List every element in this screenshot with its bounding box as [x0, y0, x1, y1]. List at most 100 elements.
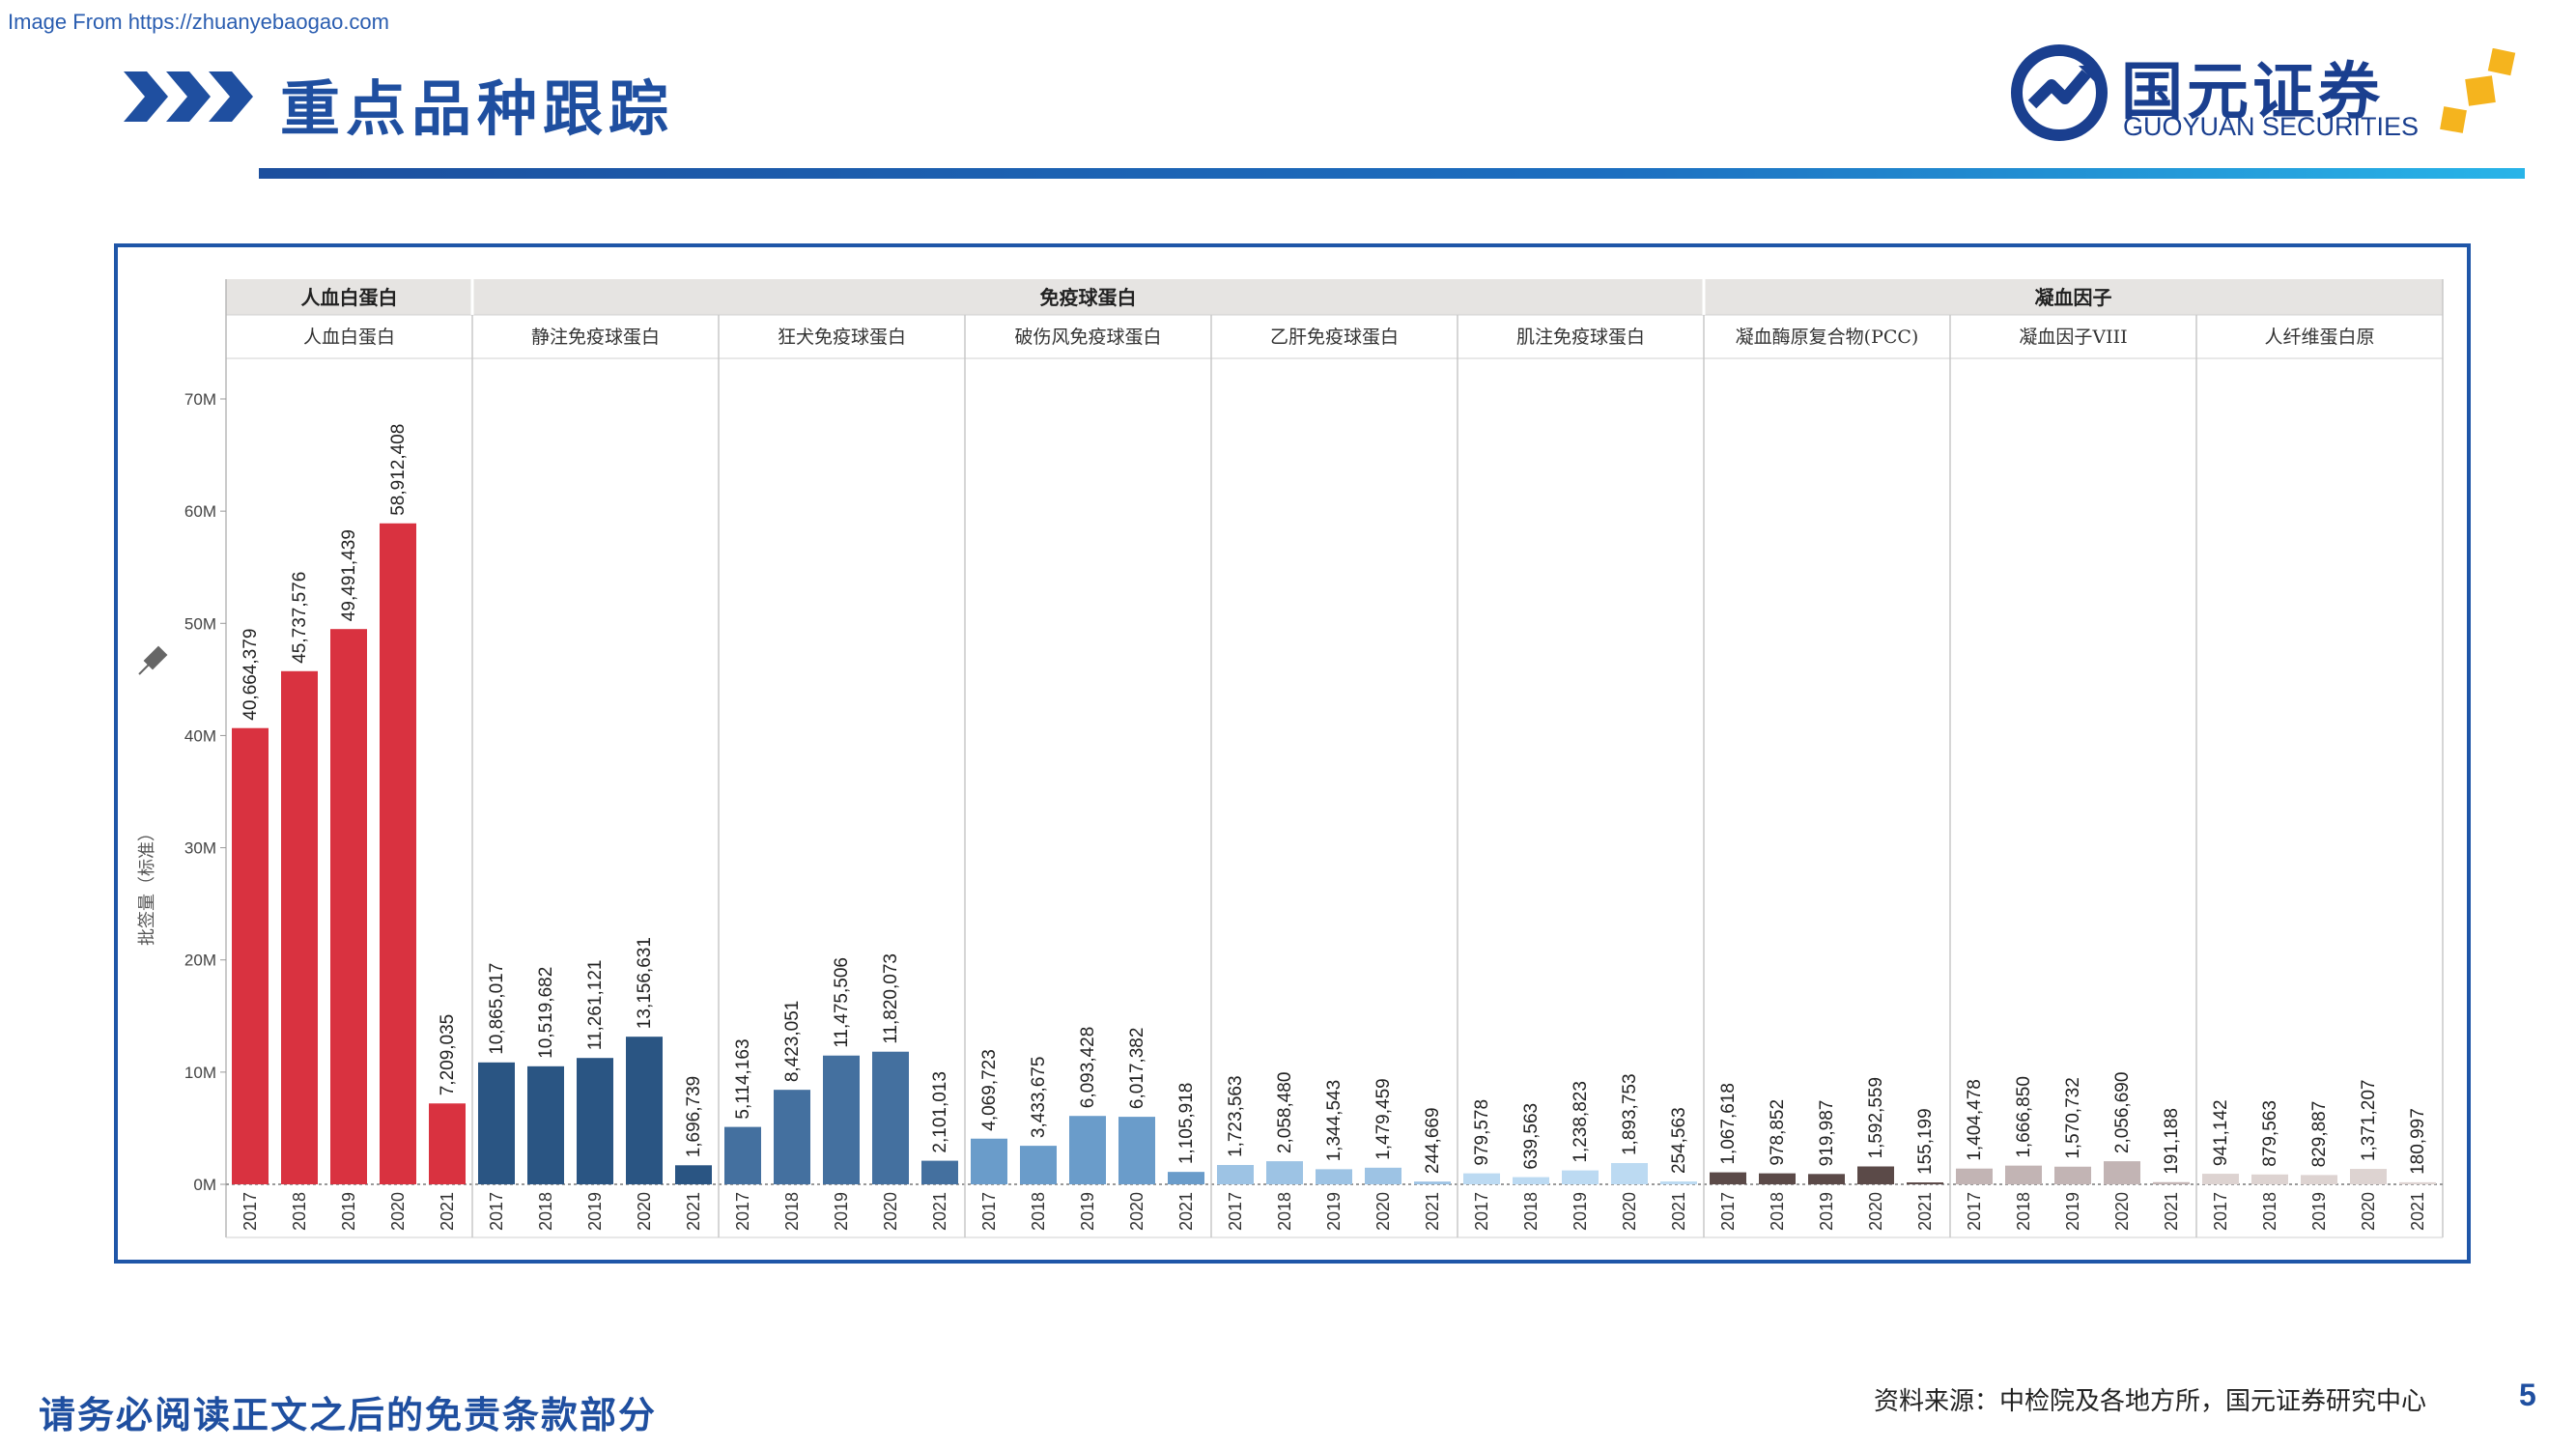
group-header-label: 凝血因子: [2035, 286, 2112, 309]
x-tick-label: 2018: [290, 1192, 309, 1231]
data-label: 11,261,121: [585, 960, 606, 1051]
company-logo-icon: [2011, 44, 2108, 141]
y-tick-label: 10M: [184, 1064, 216, 1082]
y-tick-label: 50M: [184, 614, 216, 633]
x-tick-label: 2020: [1620, 1192, 1639, 1231]
bar: [577, 1058, 613, 1184]
chart-frame: 人血白蛋白 免疫球蛋白 凝血因子 0M 10M 20M 30M 40M 50M 60M 70M 批签量…: [114, 243, 2471, 1264]
x-tick-label: 2020: [1373, 1192, 1393, 1231]
x-tick-label: 2019: [585, 1192, 605, 1231]
x-tick-label: 2020: [635, 1192, 654, 1231]
panel-header-label: 人纤维蛋白原: [2264, 327, 2374, 348]
data-label: 1,723,563: [1226, 1075, 1246, 1157]
x-tick-label: 2020: [2112, 1192, 2132, 1231]
data-label: 1,067,618: [1718, 1083, 1739, 1165]
data-label: 254,563: [1669, 1107, 1689, 1174]
data-label: 879,563: [2260, 1100, 2280, 1167]
bar: [2202, 1174, 2239, 1184]
data-label: 8,423,051: [782, 1001, 803, 1083]
x-tick-label: 2018: [1768, 1192, 1787, 1231]
data-label: 829,887: [2309, 1101, 2330, 1168]
bar: [1710, 1172, 1746, 1184]
x-tick-label: 2019: [1324, 1192, 1344, 1231]
panel-header-label: 凝血因子VIII: [2019, 327, 2127, 348]
bar: [626, 1037, 663, 1184]
bar: [1562, 1170, 1599, 1184]
bar: [429, 1103, 466, 1184]
bar: [872, 1051, 909, 1184]
x-tick-label: 2018: [1029, 1192, 1048, 1231]
bar: [232, 727, 269, 1184]
panel-header-label: 静注免疫球蛋白: [531, 327, 660, 348]
bar: [1611, 1163, 1648, 1184]
x-tick-label: 2019: [339, 1192, 358, 1231]
y-tick-label: 30M: [184, 839, 216, 858]
x-tick-label: 2018: [2260, 1192, 2279, 1231]
x-tick-label: 2021: [2408, 1192, 2427, 1231]
data-label: 1,570,732: [2063, 1077, 2083, 1159]
y-tick-label: 0M: [193, 1176, 216, 1194]
x-tick-label: 2017: [979, 1192, 999, 1231]
data-label: 180,997: [2408, 1108, 2428, 1175]
data-label: 6,093,428: [1078, 1027, 1098, 1109]
data-label: 1,479,459: [1373, 1078, 1394, 1160]
bar: [1414, 1181, 1451, 1184]
data-label: 244,669: [1423, 1107, 1443, 1174]
x-tick-label: 2021: [2162, 1192, 2181, 1231]
data-label: 4,069,723: [979, 1049, 1000, 1131]
data-label: 11,475,506: [832, 957, 852, 1048]
bar: [2005, 1165, 2042, 1184]
y-tick-label: 70M: [184, 390, 216, 409]
x-tick-label: 2021: [438, 1192, 457, 1231]
data-label: 1,371,207: [2359, 1080, 2379, 1162]
bar: [281, 670, 318, 1184]
data-label: 40,664,379: [241, 629, 261, 721]
bar: [1168, 1172, 1204, 1184]
company-logo-chinese: 国元证券: [2121, 57, 2384, 128]
data-label: 45,737,576: [290, 572, 310, 664]
bar: [2399, 1181, 2436, 1184]
x-tick-label: 2021: [1669, 1192, 1688, 1231]
x-tick-label: 2020: [1866, 1192, 1885, 1231]
x-tick-label: 2017: [487, 1192, 506, 1231]
y-tick-label: 40M: [184, 726, 216, 745]
bar-chart: 人血白蛋白 免疫球蛋白 凝血因子 0M 10M 20M 30M 40M 50M 60M 70M 批签量…: [137, 279, 2444, 1238]
panel-header-label: 狂犬免疫球蛋白: [778, 327, 906, 348]
bar: [2104, 1161, 2140, 1184]
data-label: 2,056,690: [2112, 1072, 2133, 1154]
group-header-label: 人血白蛋白: [301, 286, 398, 309]
bar: [1118, 1117, 1155, 1184]
y-tick-label: 60M: [184, 502, 216, 521]
data-label: 10,865,017: [487, 963, 507, 1055]
bar: [380, 523, 416, 1184]
data-label: 7,209,035: [438, 1014, 458, 1096]
x-tick-label: 2017: [1226, 1192, 1245, 1231]
data-label: 979,578: [1472, 1099, 1492, 1166]
data-label: 13,156,631: [635, 937, 655, 1029]
x-tick-label: 2019: [2063, 1192, 2082, 1231]
data-label: 191,188: [2162, 1108, 2182, 1175]
data-label: 49,491,439: [339, 529, 359, 621]
data-label: 1,696,739: [684, 1076, 704, 1158]
watermark: Image From https://zhuanyebaogao.com: [8, 10, 389, 34]
data-label: 639,563: [1521, 1103, 1542, 1170]
bar: [1907, 1182, 1943, 1184]
panel-header-label: 乙肝免疫球蛋白: [1270, 327, 1399, 348]
logo-gold-squares-icon: [2440, 48, 2516, 133]
data-label: 10,519,682: [536, 967, 556, 1059]
x-tick-label: 2017: [241, 1192, 260, 1231]
chevron-arrows-icon: [124, 71, 253, 122]
x-tick-label: 2020: [388, 1192, 408, 1231]
bar: [1266, 1161, 1303, 1184]
data-label: 978,852: [1768, 1099, 1788, 1166]
bar: [1069, 1116, 1106, 1184]
x-tick-label: 2019: [1571, 1192, 1590, 1231]
panel-header-label: 肌注免疫球蛋白: [1516, 327, 1645, 348]
bar: [2301, 1175, 2337, 1184]
bar: [1759, 1173, 1796, 1184]
x-tick-label: 2021: [1423, 1192, 1442, 1231]
x-tick-label: 2017: [1472, 1192, 1491, 1231]
bar: [774, 1090, 810, 1184]
data-label: 58,912,408: [388, 424, 409, 516]
bar: [2251, 1174, 2288, 1184]
